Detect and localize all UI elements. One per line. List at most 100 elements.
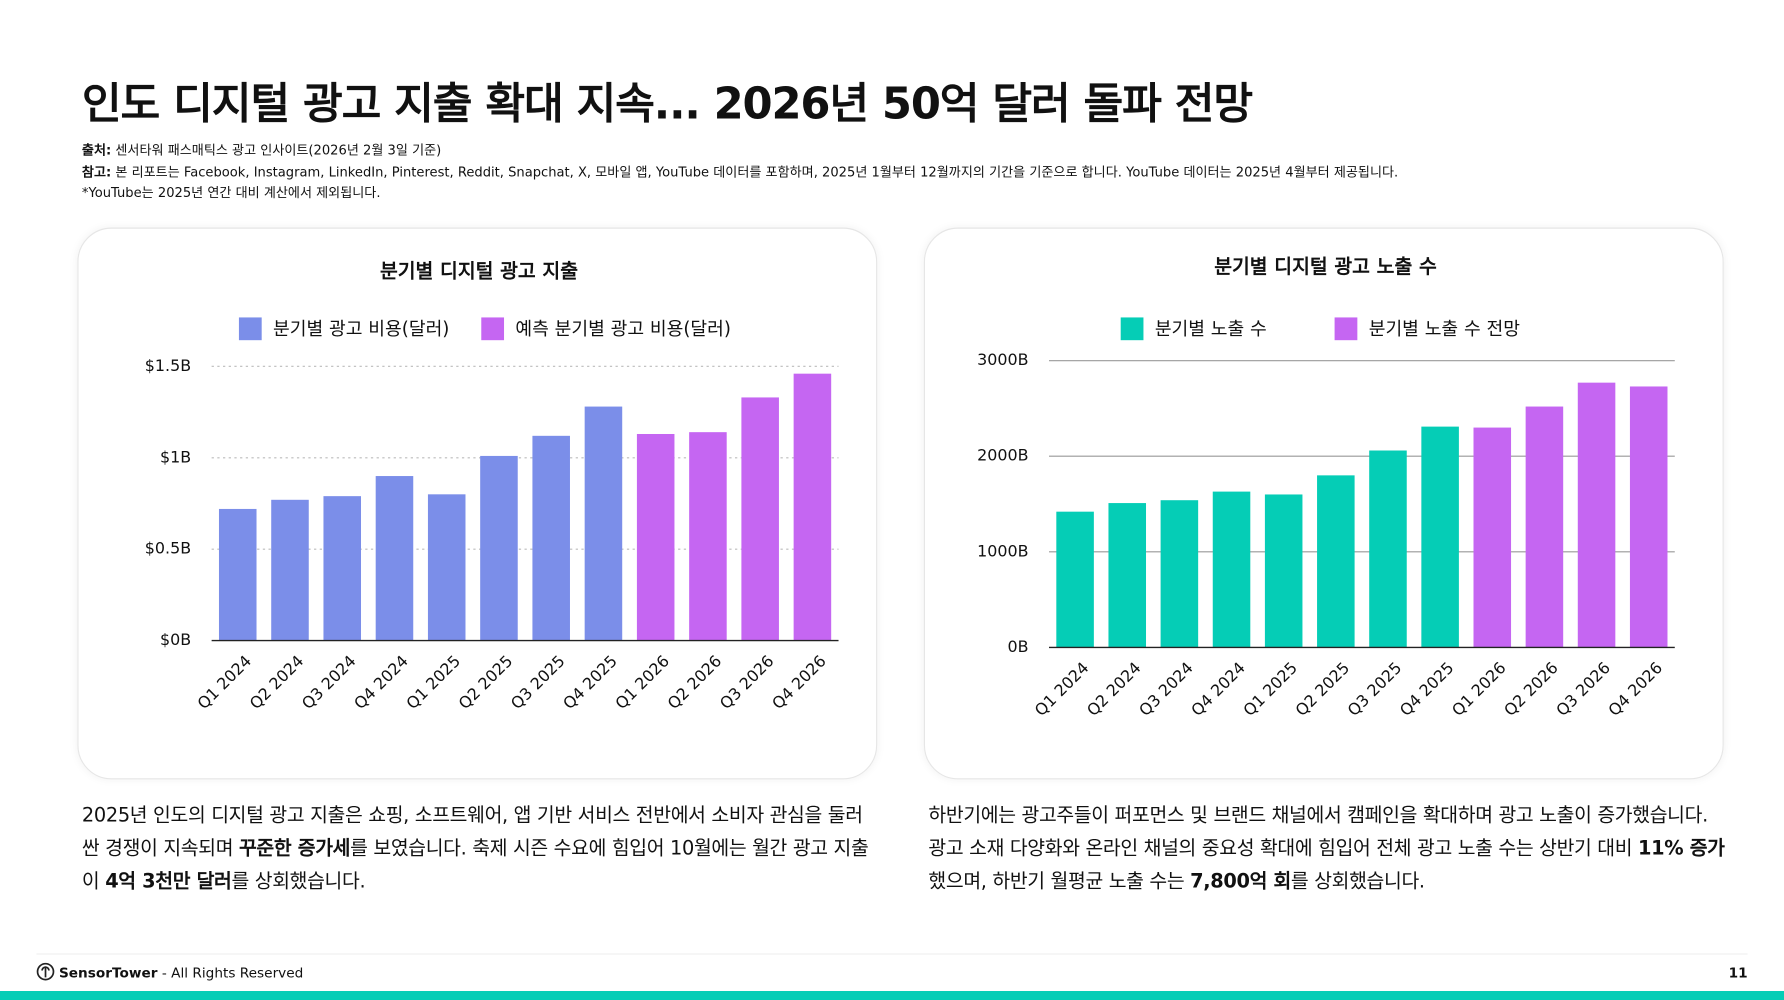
bold-text: 7,800억 회 [1190, 870, 1291, 894]
x-tick-label: Q2 2025 [455, 651, 517, 713]
x-tick-label: Q3 2026 [1552, 658, 1614, 720]
x-tick-label: Q1 2025 [402, 651, 464, 713]
bar [1525, 406, 1564, 648]
bar [1317, 475, 1355, 648]
logo-icon [36, 962, 55, 981]
x-tick-label: Q4 2025 [1396, 658, 1458, 720]
bar [1264, 494, 1303, 648]
bar [271, 499, 309, 641]
x-tick-label: Q4 2026 [768, 651, 830, 713]
x-tick-label: Q3 2025 [1344, 658, 1406, 720]
text: 를 상회했습니다. [1290, 870, 1425, 894]
bar [584, 406, 623, 641]
x-tick-label: Q4 2024 [350, 651, 412, 713]
x-tick-label: Q2 2026 [664, 651, 726, 713]
note: 참고: 본 리포트는 Facebook, Instagram, LinkedIn… [82, 161, 1398, 182]
accent-bar [0, 990, 1784, 1000]
paragraph: 2025년 인도의 디지털 광고 지출은 쇼핑, 소프트웨어, 앱 기반 서비스… [82, 800, 878, 899]
bold-text: 꾸준한 증가세 [238, 837, 351, 861]
note-text: *YouTube는 2025년 연간 대비 계산에서 제외됩니다. [81, 184, 381, 201]
bar [741, 397, 779, 641]
text: 를 보였습니다. 축제 시즌 수요에 힘입어 10월에는 월간 광고 지출이 [81, 837, 869, 894]
x-tick-label: Q1 2024 [193, 651, 255, 713]
x-tick-label: Q1 2025 [1239, 658, 1301, 720]
notes: 출처: 센서타워 패스매틱스 광고 인사이트(2026년 2월 3일 기준) 참고… [82, 140, 1398, 203]
page-title: 인도 디지털 광고 지출 확대 지속... 2026년 50억 달러 돌파 전망 [81, 78, 1253, 129]
bar [1056, 511, 1094, 648]
bar [532, 435, 570, 641]
legend-swatch [481, 317, 505, 341]
bold-text: 4억 3천만 달러 [105, 870, 232, 894]
brand: SensorTower [58, 964, 158, 981]
note-text: 본 리포트는 Facebook, Instagram, LinkedIn, Pi… [111, 163, 1399, 180]
x-tick-label: Q2 2025 [1292, 658, 1354, 720]
x-tick-label: Q3 2025 [507, 651, 569, 713]
bar [1212, 491, 1251, 648]
text: 2025년 인도의 디지털 광고 지출은 쇼핑, 소프트웨어, 앱 기반 서비스… [81, 804, 863, 861]
legend-swatch [238, 317, 262, 341]
y-tick-label: 3000B [977, 350, 1028, 369]
chart-card [923, 227, 1724, 780]
bold-text: 11% 증가 [1638, 837, 1725, 861]
x-tick-label: Q1 2024 [1031, 658, 1093, 720]
chart-title: 분기별 디지털 광고 지출 [380, 259, 578, 282]
bar [1629, 386, 1668, 648]
bar [323, 496, 362, 641]
text: 했으며, 하반기 월평균 노출 수는 [928, 870, 1191, 894]
x-tick-label: Q4 2026 [1604, 658, 1666, 720]
note-text: 센서타워 패스매틱스 광고 인사이트(2026년 2월 3일 기준) [111, 142, 442, 159]
bar [1577, 382, 1616, 648]
bar [1369, 450, 1407, 648]
x-tick-label: Q3 2026 [716, 651, 778, 713]
bar [689, 432, 727, 641]
x-tick-label: Q3 2024 [298, 651, 360, 713]
footer: SensorTower - All Rights Reserved [36, 962, 304, 981]
x-tick-label: Q4 2025 [559, 651, 621, 713]
y-tick-label: $1B [160, 447, 191, 466]
y-tick-label: $0B [160, 630, 191, 649]
bar [1473, 427, 1512, 648]
divider [36, 953, 1748, 955]
bar [793, 373, 832, 641]
text: 하반기에는 광고주들이 퍼포먼스 및 브랜드 채널에서 캠페인을 확대하며 광고… [928, 804, 1708, 861]
rights: - All Rights Reserved [157, 964, 304, 981]
legend-swatch [1120, 317, 1144, 341]
page-number: 11 [1728, 964, 1748, 981]
note-label: 출처: [81, 142, 112, 159]
bar [218, 508, 257, 641]
bar [1421, 426, 1459, 648]
bar [427, 494, 466, 641]
legend-label: 분기별 광고 비용(달러) [273, 319, 449, 340]
chart-card [77, 227, 878, 780]
x-tick-label: Q2 2024 [1083, 658, 1145, 720]
text: 를 상회했습니다. [231, 870, 366, 894]
y-tick-label: $0.5B [145, 539, 191, 558]
legend-swatch [1334, 317, 1358, 341]
note-label: 참고: [81, 163, 112, 180]
legend-label: 분기별 노출 수 [1155, 319, 1267, 340]
x-tick-label: Q1 2026 [1448, 658, 1510, 720]
bar [1108, 503, 1147, 648]
note: *YouTube는 2025년 연간 대비 계산에서 제외됩니다. [82, 182, 1398, 203]
y-tick-label: 0B [1007, 637, 1028, 656]
x-tick-label: Q3 2024 [1135, 658, 1197, 720]
note: 출처: 센서타워 패스매틱스 광고 인사이트(2026년 2월 3일 기준) [82, 140, 1398, 161]
bar [636, 433, 675, 641]
x-tick-label: Q2 2026 [1500, 658, 1562, 720]
x-tick-label: Q4 2024 [1187, 658, 1249, 720]
bar [480, 455, 518, 641]
chart-title: 분기별 디지털 광고 노출 수 [1214, 255, 1437, 278]
bar [1160, 500, 1199, 648]
x-tick-label: Q1 2026 [611, 651, 673, 713]
y-tick-label: $1.5B [145, 356, 191, 375]
paragraph: 하반기에는 광고주들이 퍼포먼스 및 브랜드 채널에서 캠페인을 확대하며 광고… [928, 800, 1725, 899]
y-tick-label: 1000B [977, 541, 1028, 560]
y-tick-label: 2000B [977, 446, 1028, 465]
legend-label: 예측 분기별 광고 비용(달러) [515, 319, 731, 340]
x-tick-label: Q2 2024 [246, 651, 308, 713]
bar [375, 476, 414, 641]
legend-label: 분기별 노출 수 전망 [1369, 319, 1520, 340]
